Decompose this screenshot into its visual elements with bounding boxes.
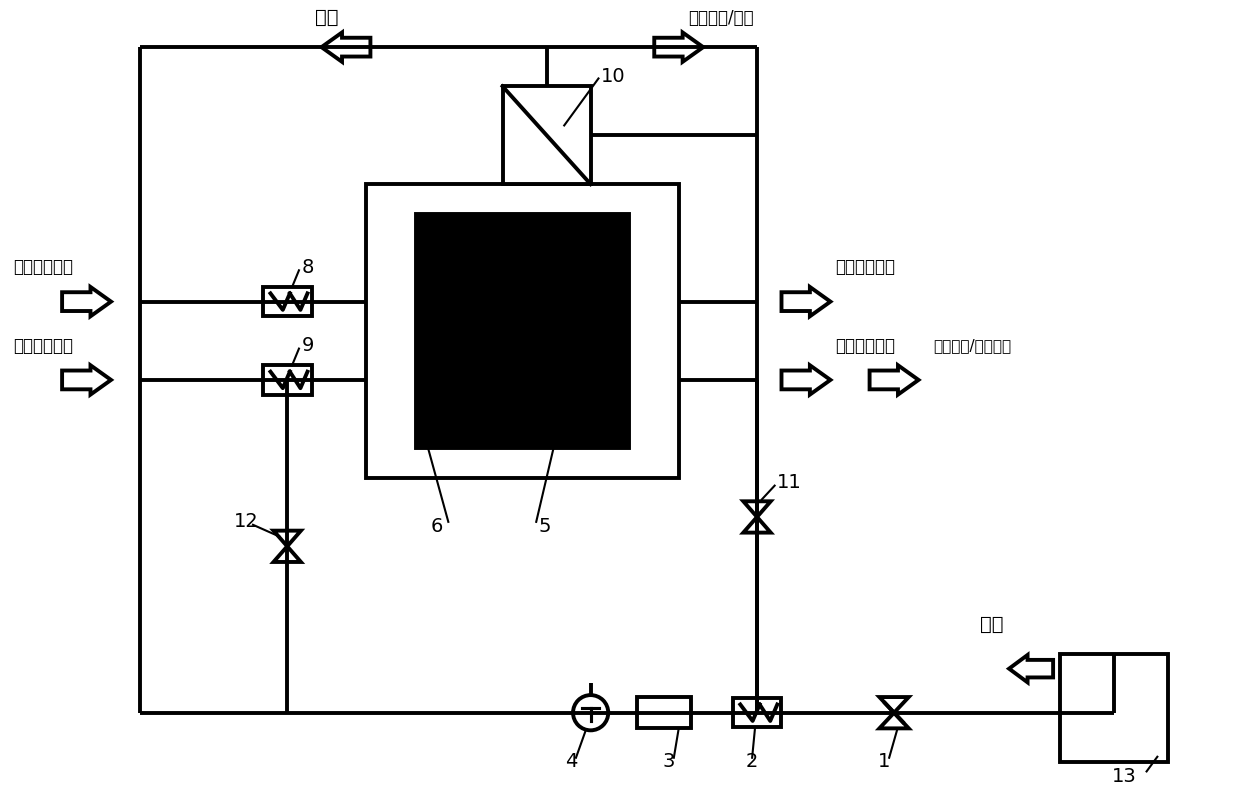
Bar: [263, 365, 311, 395]
Polygon shape: [743, 501, 771, 517]
Text: 5: 5: [538, 517, 551, 536]
Bar: [502, 86, 590, 184]
Text: 氮气: 氮气: [980, 615, 1003, 634]
Text: 2: 2: [746, 752, 759, 771]
Bar: [1060, 654, 1168, 761]
Text: 1: 1: [878, 752, 890, 771]
Text: 6: 6: [432, 517, 444, 536]
Text: 9: 9: [301, 336, 314, 356]
Text: 12: 12: [233, 512, 258, 531]
Polygon shape: [781, 365, 831, 395]
Polygon shape: [274, 547, 301, 562]
Text: 10: 10: [600, 67, 625, 86]
Bar: [415, 213, 629, 448]
Text: 3: 3: [662, 752, 675, 771]
Polygon shape: [655, 33, 703, 62]
Polygon shape: [321, 33, 371, 62]
Text: 燃料气体进口: 燃料气体进口: [14, 258, 73, 276]
Polygon shape: [62, 365, 112, 395]
Polygon shape: [62, 287, 112, 316]
Text: 4: 4: [565, 752, 578, 771]
Polygon shape: [879, 713, 909, 729]
Polygon shape: [1009, 655, 1053, 682]
Text: 氧化气体/氮气出口: 氧化气体/氮气出口: [934, 338, 1012, 353]
Text: 13: 13: [1112, 767, 1136, 786]
Bar: [366, 184, 678, 478]
Text: 氧化气体进口: 氧化气体进口: [14, 336, 73, 355]
Bar: [637, 697, 691, 729]
Polygon shape: [879, 697, 909, 713]
Polygon shape: [274, 531, 301, 547]
Text: 氢气: 氢气: [315, 8, 339, 27]
Circle shape: [573, 695, 609, 730]
Text: 氧化气体/氮气: 氧化气体/氮气: [688, 9, 754, 27]
Text: 氧化气体出口: 氧化气体出口: [836, 336, 895, 355]
Text: 燃料气体出口: 燃料气体出口: [836, 258, 895, 276]
Bar: [263, 287, 311, 316]
Polygon shape: [743, 517, 771, 533]
Polygon shape: [781, 287, 831, 316]
Text: 8: 8: [301, 258, 314, 277]
Bar: [733, 698, 781, 727]
Text: 11: 11: [776, 473, 801, 492]
Polygon shape: [869, 365, 919, 395]
